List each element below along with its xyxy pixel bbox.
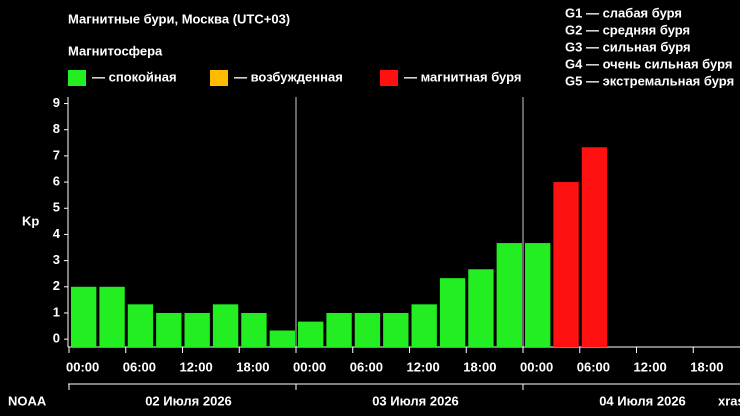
bar — [184, 312, 210, 347]
bar — [127, 304, 154, 347]
scale-note: G1 — слабая буря — [565, 5, 682, 20]
subtitle: Магнитосфера — [68, 43, 163, 58]
y-tick-label: 3 — [53, 252, 60, 267]
x-tick-label: 12:00 — [180, 359, 213, 374]
bar — [212, 304, 239, 347]
bar — [383, 312, 409, 347]
legend-label: — возбужденная — [234, 69, 343, 84]
watermark: xras.ru — [718, 393, 740, 408]
legend-label: — спокойная — [92, 69, 177, 84]
x-tick-label: 00:00 — [520, 359, 553, 374]
x-tick-label: 00:00 — [293, 359, 326, 374]
bar — [241, 312, 267, 347]
x-tick-label: 18:00 — [236, 359, 269, 374]
bar — [156, 312, 182, 347]
bar — [468, 269, 494, 347]
day-label: 03 Июля 2026 — [372, 393, 459, 408]
bar — [496, 243, 522, 347]
x-tick-label: 18:00 — [463, 359, 496, 374]
y-tick-label: 4 — [53, 226, 61, 241]
x-tick-label: 06:00 — [577, 359, 610, 374]
bar — [326, 312, 352, 347]
y-tick-label: 1 — [53, 304, 60, 319]
y-tick-label: 2 — [53, 278, 60, 293]
y-tick-label: 0 — [53, 331, 60, 346]
y-tick-label: 5 — [53, 200, 60, 215]
x-tick-label: 12:00 — [407, 359, 440, 374]
y-tick-label: 9 — [53, 95, 60, 110]
bar — [99, 286, 125, 347]
bar — [525, 243, 551, 347]
x-tick-label: 18:00 — [690, 359, 723, 374]
legend-label: — магнитная буря — [404, 69, 521, 84]
scale-note: G5 — экстремальная буря — [565, 73, 734, 88]
day-label: 02 Июля 2026 — [145, 393, 232, 408]
chart-title: Магнитные бури, Москва (UTC+03) — [68, 11, 290, 26]
bar — [298, 321, 324, 347]
y-axis-label: Kp — [22, 213, 39, 228]
y-tick-label: 6 — [53, 174, 60, 189]
legend-swatch — [68, 70, 86, 86]
x-tick-label: 06:00 — [123, 359, 156, 374]
x-tick-label: 00:00 — [66, 359, 99, 374]
x-tick-label: 12:00 — [634, 359, 667, 374]
legend-swatch — [380, 70, 398, 86]
bar — [354, 312, 381, 347]
day-label: 04 Июля 2026 — [599, 393, 686, 408]
scale-note: G3 — сильная буря — [565, 39, 691, 54]
bar — [581, 147, 608, 347]
source: NOAA — [8, 393, 47, 408]
bar — [439, 278, 466, 347]
scale-note: G4 — очень сильная буря — [565, 56, 732, 71]
y-tick-label: 8 — [53, 121, 60, 136]
bar — [553, 182, 579, 347]
bar — [71, 286, 97, 347]
scale-note: G2 — средняя буря — [565, 22, 690, 37]
bar — [269, 330, 295, 347]
legend-swatch — [210, 70, 228, 86]
bar — [411, 304, 437, 347]
y-tick-label: 7 — [53, 147, 60, 162]
x-tick-label: 06:00 — [350, 359, 383, 374]
